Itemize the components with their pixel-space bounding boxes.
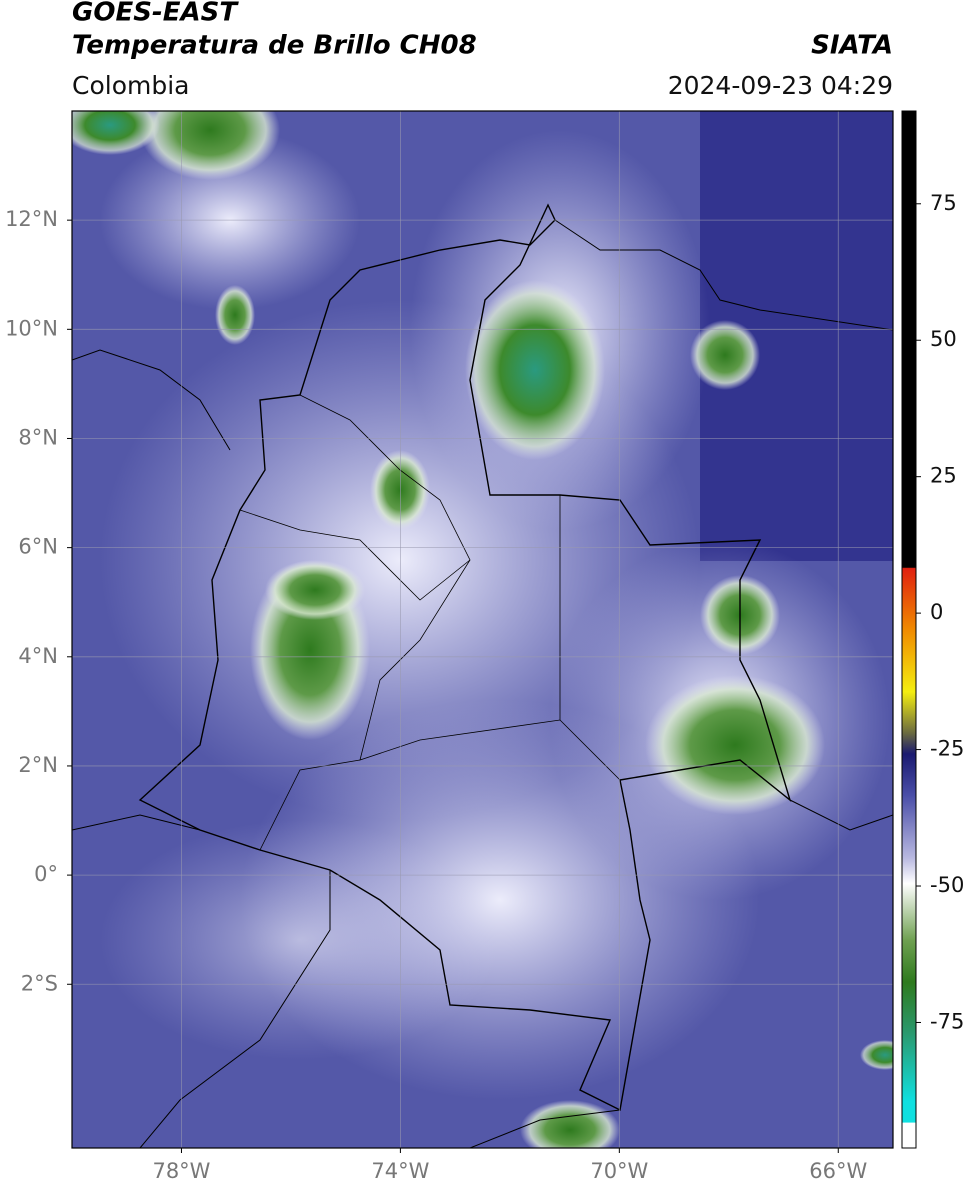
x-tick-label: 66°W xyxy=(809,1159,867,1183)
y-tick-label: 2°S xyxy=(21,971,58,995)
map-frame xyxy=(71,110,894,1149)
y-tick-label: 12°N xyxy=(5,207,58,231)
y-tick-label: 6°N xyxy=(18,535,58,559)
title: GOES-EAST xyxy=(72,0,239,28)
x-tick-label: 78°W xyxy=(152,1159,210,1183)
y-tick-label: 10°N xyxy=(5,316,58,340)
colorbar-tick-label: 25 xyxy=(930,464,957,488)
colorbar-tick-label: -50 xyxy=(930,873,964,897)
subtitle: Temperatura de Brillo CH08 xyxy=(72,31,477,61)
source: SIATA xyxy=(811,31,893,61)
y-tick-label: 4°N xyxy=(18,644,58,668)
y-tick-label: 8°N xyxy=(18,425,58,449)
map-imagery xyxy=(72,111,893,1148)
y-tick-label: 0° xyxy=(34,862,58,886)
datetime: 2024-09-23 04:29 xyxy=(668,71,893,100)
colorbar-tick-label: 75 xyxy=(930,191,957,215)
colorbar-tick-label: -25 xyxy=(930,737,964,761)
x-tick-label: 74°W xyxy=(371,1159,429,1183)
y-tick-label: 2°N xyxy=(18,753,58,777)
colorbar xyxy=(901,110,917,1149)
colorbar-tick-label: -75 xyxy=(930,1009,964,1033)
colorbar-tick-label: 0 xyxy=(930,600,943,624)
colorbar-tick-label: 50 xyxy=(930,327,957,351)
region: Colombia xyxy=(72,71,189,100)
x-tick-label: 70°W xyxy=(590,1159,648,1183)
